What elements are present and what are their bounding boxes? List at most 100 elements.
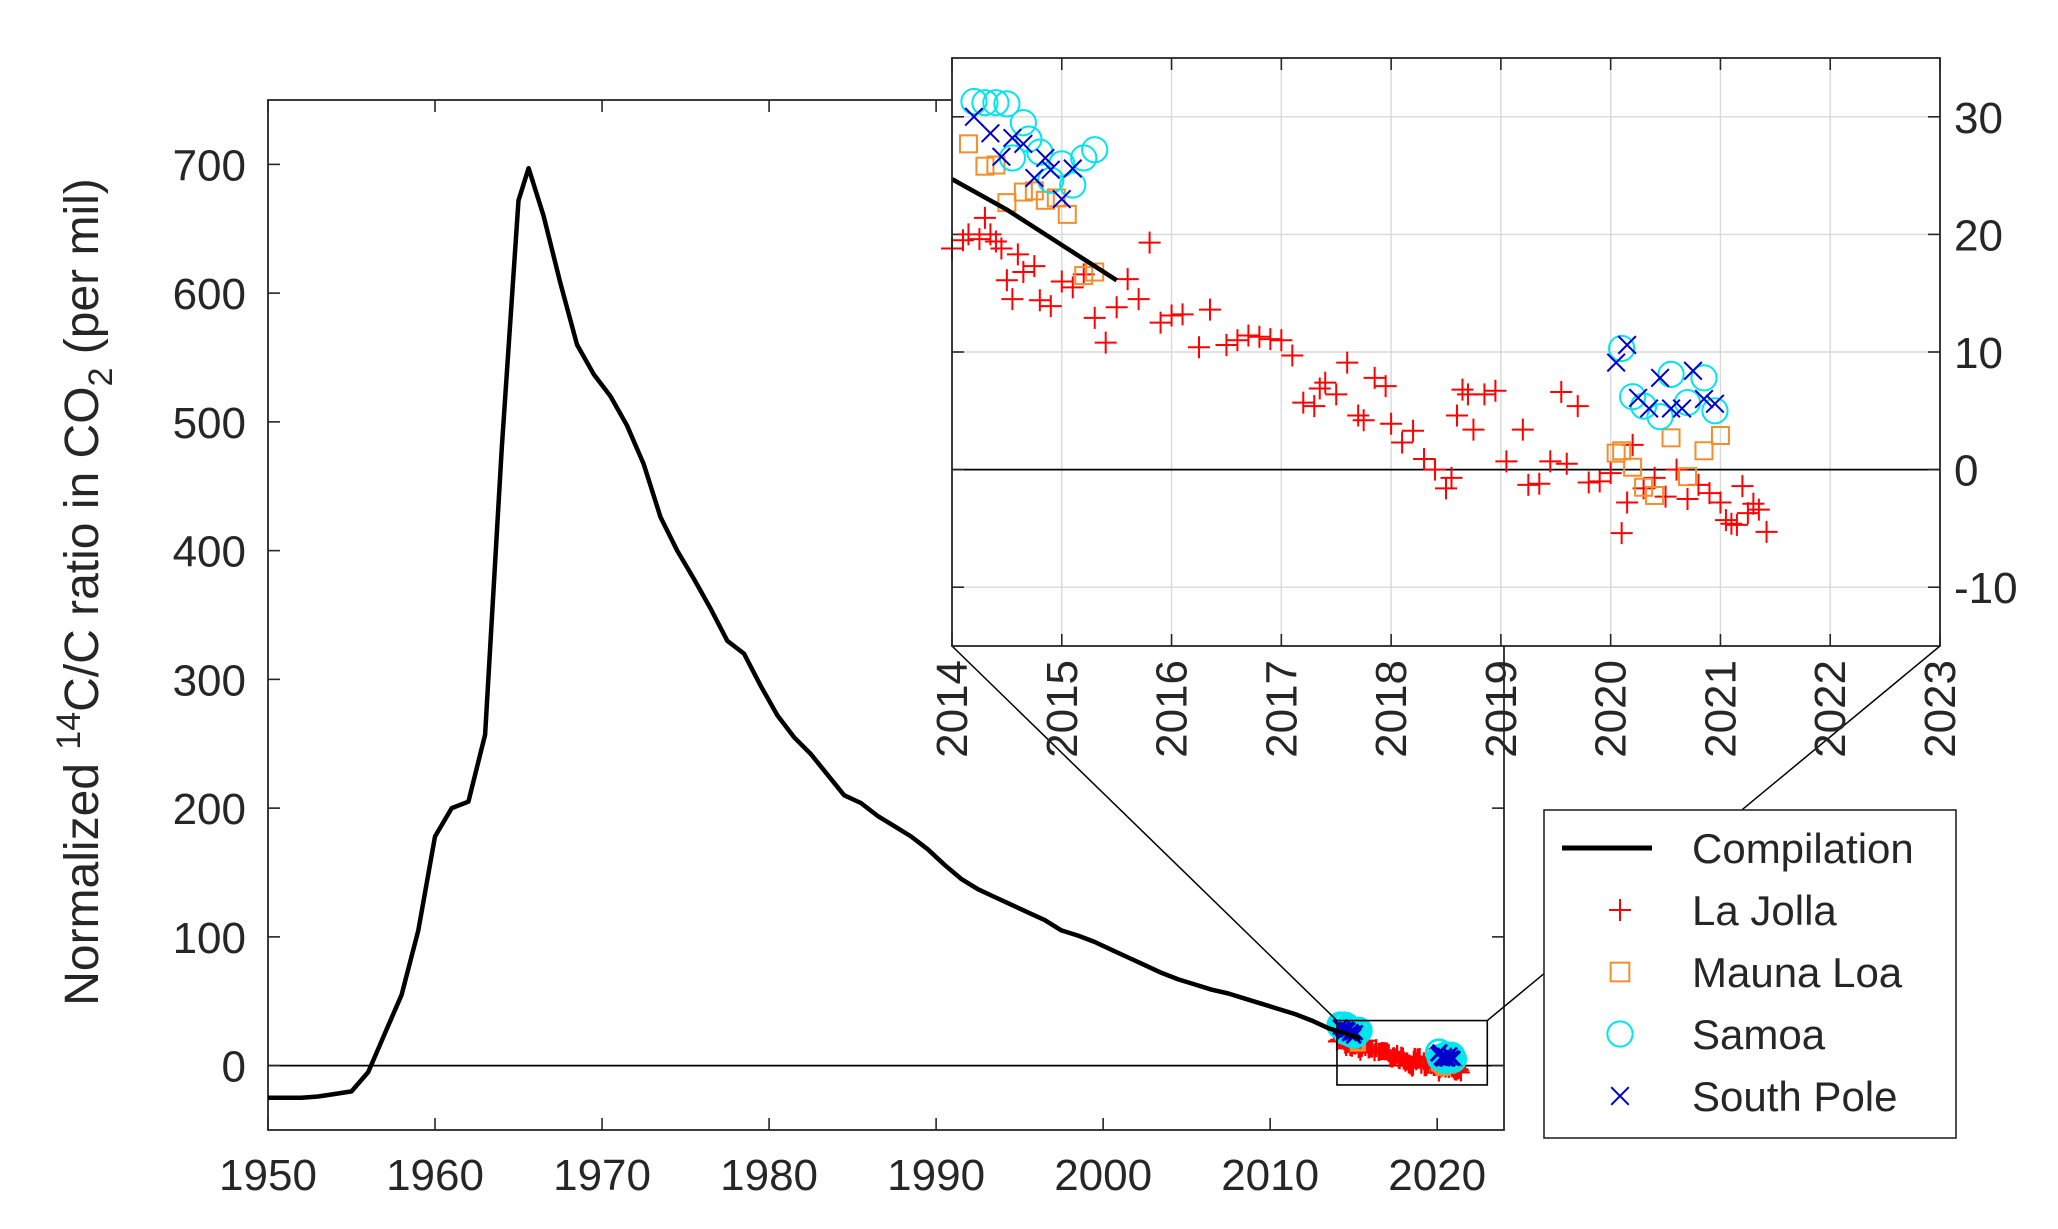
inset-la-jolla-marker	[1347, 404, 1370, 427]
inset-la-jolla-marker	[1709, 491, 1732, 514]
inset-la-jolla-marker	[1755, 520, 1778, 543]
inset-la-jolla-marker	[1391, 431, 1414, 454]
inset-la-jolla-marker	[1259, 328, 1282, 351]
main-y-tick-label: 300	[173, 656, 246, 705]
inset-la-jolla-marker	[1188, 336, 1210, 359]
inset-la-jolla-marker	[973, 206, 996, 229]
legend-south-pole-label: South Pole	[1692, 1073, 1898, 1120]
inset-mauna-loa-marker	[1678, 467, 1698, 487]
inset-y-tick-label: -10	[1954, 564, 2018, 613]
inset-la-jolla-marker	[1731, 475, 1754, 498]
inset-la-jolla-marker	[1424, 458, 1447, 481]
inset-la-jolla-marker	[1374, 375, 1397, 398]
inset-la-jolla-marker	[1352, 409, 1375, 432]
main-x-tick-label: 1990	[887, 1151, 985, 1200]
inset-la-jolla-marker	[1599, 462, 1622, 485]
inset-y-tick-label: 20	[1954, 211, 2003, 260]
inset-x-tick-label: 2018	[1367, 660, 1416, 758]
legend-mauna-loa-label: Mauna Loa	[1692, 949, 1903, 996]
inset-mauna-loa-marker	[1623, 457, 1643, 477]
main-x-tick-label: 1950	[219, 1151, 317, 1200]
inset-x-tick-label: 2022	[1806, 660, 1855, 758]
inset-x-tick-label: 2014	[928, 660, 977, 758]
inset-la-jolla-marker	[1555, 452, 1578, 475]
inset-la-jolla-marker	[1462, 418, 1485, 441]
inset-la-jolla-marker	[1105, 296, 1128, 319]
inset-x-tick-label: 2020	[1587, 660, 1636, 758]
inset-la-jolla-marker	[1171, 303, 1194, 326]
inset-south-pole-marker	[1035, 148, 1055, 168]
inset-la-jolla-marker	[1550, 380, 1573, 403]
main-y-tick-label: 0	[222, 1043, 246, 1092]
main-y-axis-label: Normalized 14C/C ratio in CO2 (per mil)	[50, 178, 120, 1006]
inset-mauna-loa-marker	[958, 134, 978, 154]
inset-la-jolla-marker	[1517, 473, 1540, 496]
inset-la-jolla-marker	[1028, 289, 1051, 312]
legend-samoa-label: Samoa	[1692, 1011, 1826, 1058]
inset-south-pole-marker	[1024, 168, 1044, 188]
inset-samoa-marker	[1701, 397, 1729, 425]
legend-samoa-swatch	[1606, 1020, 1634, 1048]
inset-south-pole-marker	[1683, 361, 1703, 381]
inset-south-pole-marker	[1650, 368, 1670, 388]
inset-la-jolla-marker	[1736, 502, 1759, 525]
inset-mauna-loa-marker	[1710, 425, 1730, 445]
inset-mauna-loa-marker	[1694, 441, 1714, 461]
inset-plot-frame	[951, 57, 1941, 647]
inset-x-tick-label: 2021	[1696, 660, 1745, 758]
inset-la-jolla-marker	[1292, 391, 1315, 414]
inset-samoa-marker	[1009, 109, 1037, 137]
inset-la-jolla-marker	[1577, 471, 1600, 494]
inset-la-jolla-marker	[1698, 482, 1721, 505]
inset-la-jolla-marker	[1495, 450, 1518, 473]
main-x-tick-label: 2010	[1221, 1151, 1319, 1200]
main-x-tick-label: 2000	[1054, 1151, 1152, 1200]
inset-la-jolla-marker	[1083, 306, 1106, 329]
inset-south-pole-marker	[1705, 394, 1725, 414]
inset-y-tick-label: 30	[1954, 94, 2003, 143]
inset-samoa-marker	[1059, 171, 1087, 199]
inset-la-jolla-marker	[1039, 295, 1062, 318]
inset-samoa-marker	[993, 90, 1021, 118]
inset-la-jolla-marker	[1001, 288, 1024, 311]
inset-mauna-loa-marker	[975, 156, 995, 176]
inset-mauna-loa-marker	[1606, 443, 1626, 463]
legend-south-pole-swatch	[1610, 1086, 1630, 1106]
inset-mauna-loa-marker	[986, 155, 1006, 175]
inset-samoa-marker	[971, 89, 999, 117]
inset-mauna-loa-marker	[1612, 441, 1632, 461]
inset-south-pole-marker	[1639, 398, 1659, 418]
inset-samoa-marker	[1608, 334, 1636, 363]
inset-la-jolla-marker	[1676, 488, 1699, 510]
inset-la-jolla-marker	[1237, 324, 1260, 347]
inset-la-jolla-marker	[1215, 333, 1238, 356]
inset-south-pole-marker	[1041, 160, 1061, 180]
inset-la-jolla-marker	[1116, 268, 1139, 291]
inset-la-jolla-marker	[957, 223, 980, 246]
main-y-tick-label: 600	[173, 270, 246, 319]
compilation-line	[268, 165, 1362, 1101]
legend-compilation-label: Compilation	[1692, 825, 1914, 872]
inset-south-pole-marker	[964, 107, 984, 127]
inset-la-jolla-marker	[1616, 491, 1639, 514]
inset-la-jolla-marker	[1138, 231, 1161, 254]
main-south-pole-marker	[1444, 1050, 1462, 1067]
inset-samoa-marker	[960, 87, 988, 116]
inset-la-jolla-marker	[1050, 270, 1073, 293]
inset-la-jolla-marker	[1336, 351, 1359, 374]
inset-x-tick-label: 2023	[1916, 660, 1965, 758]
inset-mauna-loa-marker	[1013, 182, 1033, 202]
inset-la-jolla-marker	[1610, 522, 1633, 545]
inset-la-jolla-marker	[1023, 255, 1046, 278]
main-y-tick-label: 100	[173, 914, 246, 963]
inset-la-jolla-marker	[1725, 513, 1748, 536]
inset-la-jolla-marker	[1325, 383, 1348, 406]
inset-la-jolla-marker	[1380, 412, 1403, 435]
inset-y-tick-label: 10	[1954, 329, 2003, 378]
inset-samoa-marker	[1048, 150, 1076, 178]
inset-la-jolla-marker	[1484, 379, 1507, 402]
inset-la-jolla-marker	[1451, 378, 1474, 401]
inset-samoa-marker	[1619, 383, 1647, 411]
inset-samoa-marker	[1657, 360, 1685, 388]
